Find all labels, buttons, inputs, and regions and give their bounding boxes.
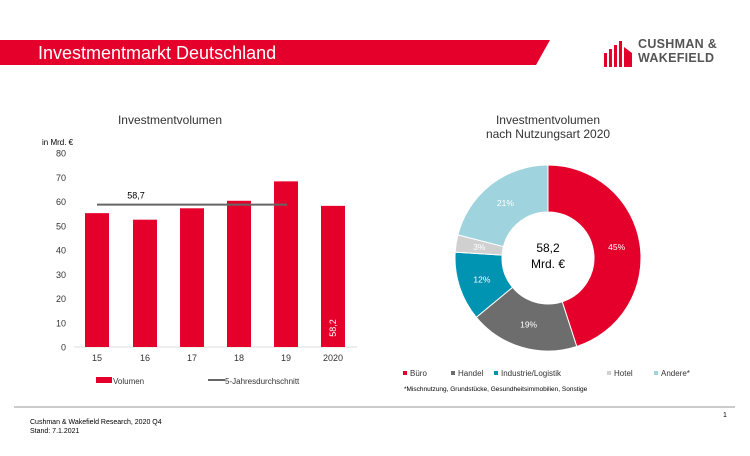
legend-label: Hotel xyxy=(614,369,633,378)
logo: CUSHMAN & WAKEFIELD xyxy=(600,36,750,70)
bar-18 xyxy=(227,200,251,347)
x-tick-label: 19 xyxy=(281,353,291,363)
legend-swatch xyxy=(654,371,658,375)
y-tick-label: 0 xyxy=(61,343,66,353)
legend-swatch xyxy=(607,371,611,375)
y-tick-label: 40 xyxy=(56,246,66,256)
average-label: 58,7 xyxy=(127,191,145,201)
title-banner: Investmentmarkt Deutschland xyxy=(0,40,550,65)
slice-label: 3% xyxy=(473,242,486,252)
slice-label: 12% xyxy=(473,274,490,284)
source-text: Cushman & Wakefield Research, 2020 Q4 xyxy=(30,419,162,426)
donut-title-line: Investmentvolumen xyxy=(496,113,600,127)
slice-bro xyxy=(547,164,642,348)
legend-volumen-swatch xyxy=(96,377,112,383)
bar-chart-title: Investmentvolumen xyxy=(118,113,222,127)
footer-source: Cushman & Wakefield Research, 2020 Q4 Sta… xyxy=(30,418,162,436)
slice-andere xyxy=(457,164,549,248)
donut-title-line: nach Nutzungsart 2020 xyxy=(486,127,610,141)
y-tick-label: 50 xyxy=(56,221,66,231)
building-logo-icon xyxy=(604,41,632,67)
slice-label: 19% xyxy=(520,320,537,330)
legend-swatch xyxy=(494,371,498,375)
page-title: Investmentmarkt Deutschland xyxy=(38,43,277,63)
x-tick-label: 15 xyxy=(92,353,102,363)
legend-label: Andere* xyxy=(661,369,690,378)
legend-label: Büro xyxy=(410,369,427,378)
bar-15 xyxy=(85,213,109,347)
y-tick-label: 10 xyxy=(56,318,66,328)
legend-swatch xyxy=(451,371,455,375)
donut-footnote: *Mischnutzung, Grundstücke, Gesundheitsi… xyxy=(404,386,588,393)
legend-average-label: 5-Jahresdurchschnitt xyxy=(225,377,300,386)
bar-16 xyxy=(133,219,157,347)
y-tick-label: 30 xyxy=(56,270,66,280)
x-tick-label: 2020 xyxy=(323,353,343,363)
y-tick-label: 60 xyxy=(56,197,66,207)
x-tick-label: 17 xyxy=(187,353,197,363)
x-tick-label: 18 xyxy=(234,353,244,363)
y-tick-label: 20 xyxy=(56,294,66,304)
bar-19 xyxy=(274,181,298,347)
center-value: 58,2 xyxy=(536,241,560,255)
center-unit: Mrd. € xyxy=(531,257,565,271)
logo-line2: WAKEFIELD xyxy=(638,51,715,65)
legend-volumen-label: Volumen xyxy=(113,377,144,386)
footer-divider xyxy=(14,406,735,408)
slice-label: 21% xyxy=(497,198,514,208)
legend-swatch xyxy=(403,371,407,375)
slice-label: 45% xyxy=(608,242,625,252)
bar-data-label: 58,2 xyxy=(328,319,338,337)
y-tick-label: 70 xyxy=(56,173,66,183)
date-text: Stand: 7.1.2021 xyxy=(30,428,80,435)
bar-2020 xyxy=(321,205,345,347)
y-tick-label: 80 xyxy=(56,149,66,159)
legend-label: Handel xyxy=(458,369,484,378)
bar-17 xyxy=(180,208,204,347)
legend-label: Industrie/Logistik xyxy=(501,369,562,378)
page-number: 1 xyxy=(723,412,727,419)
x-tick-label: 16 xyxy=(140,353,150,363)
y-axis-label: in Mrd. € xyxy=(42,138,74,147)
logo-line1: CUSHMAN & xyxy=(638,37,718,51)
